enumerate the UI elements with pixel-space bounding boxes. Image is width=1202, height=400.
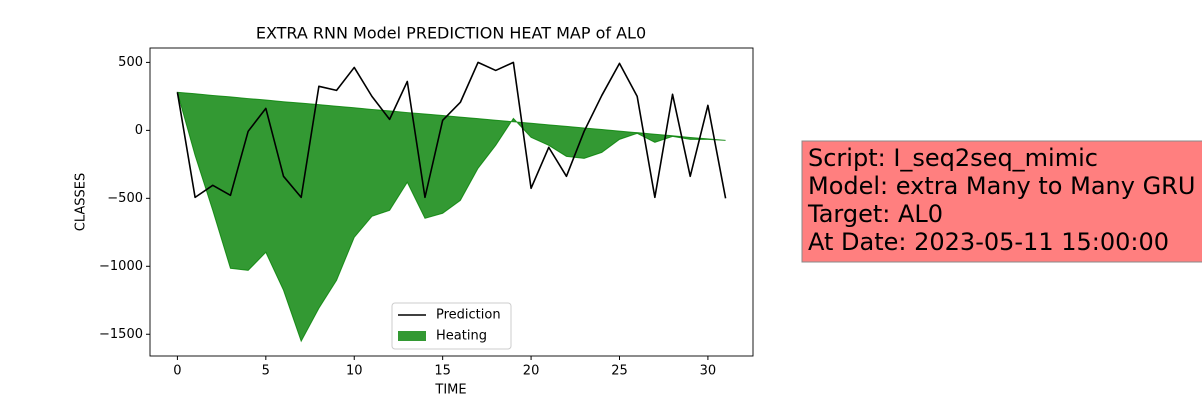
y-tick-label: −1500 [99,327,143,342]
chart-title: EXTRA RNN Model PREDICTION HEAT MAP of A… [256,24,646,43]
y-axis-label: CLASSES [74,173,89,231]
x-tick-label: 5 [262,364,270,379]
annotation-box [801,140,1202,263]
annotation-text: Script: I_seq2seq_mimic [808,144,1098,172]
x-axis-label: TIME [434,383,466,398]
y-tick-label: −500 [107,191,143,206]
x-tick-label: 20 [523,364,540,379]
legend: Prediction Heating [391,302,512,350]
annotation-text: At Date: 2023-05-11 15:00:00 [808,228,1169,256]
annotation-text: Model: extra Many to Many GRU [808,172,1195,200]
x-tick-label: 15 [434,364,451,379]
y-tick-label: 500 [118,55,143,70]
legend-label: Heating [436,329,487,344]
annotation-text: Target: AL0 [807,200,943,228]
x-tick-label: 0 [173,364,181,379]
legend-label: Prediction [436,308,501,323]
heating-area [176,91,726,343]
x-tick-label: 25 [611,364,628,379]
x-tick-label: 10 [346,364,363,379]
x-tick-label: 30 [700,364,717,379]
plot-frame [149,47,754,357]
prediction-line [176,61,727,199]
y-tick-label: 0 [135,123,143,138]
legend-swatch [398,331,426,341]
y-tick-label: −1000 [99,259,143,274]
